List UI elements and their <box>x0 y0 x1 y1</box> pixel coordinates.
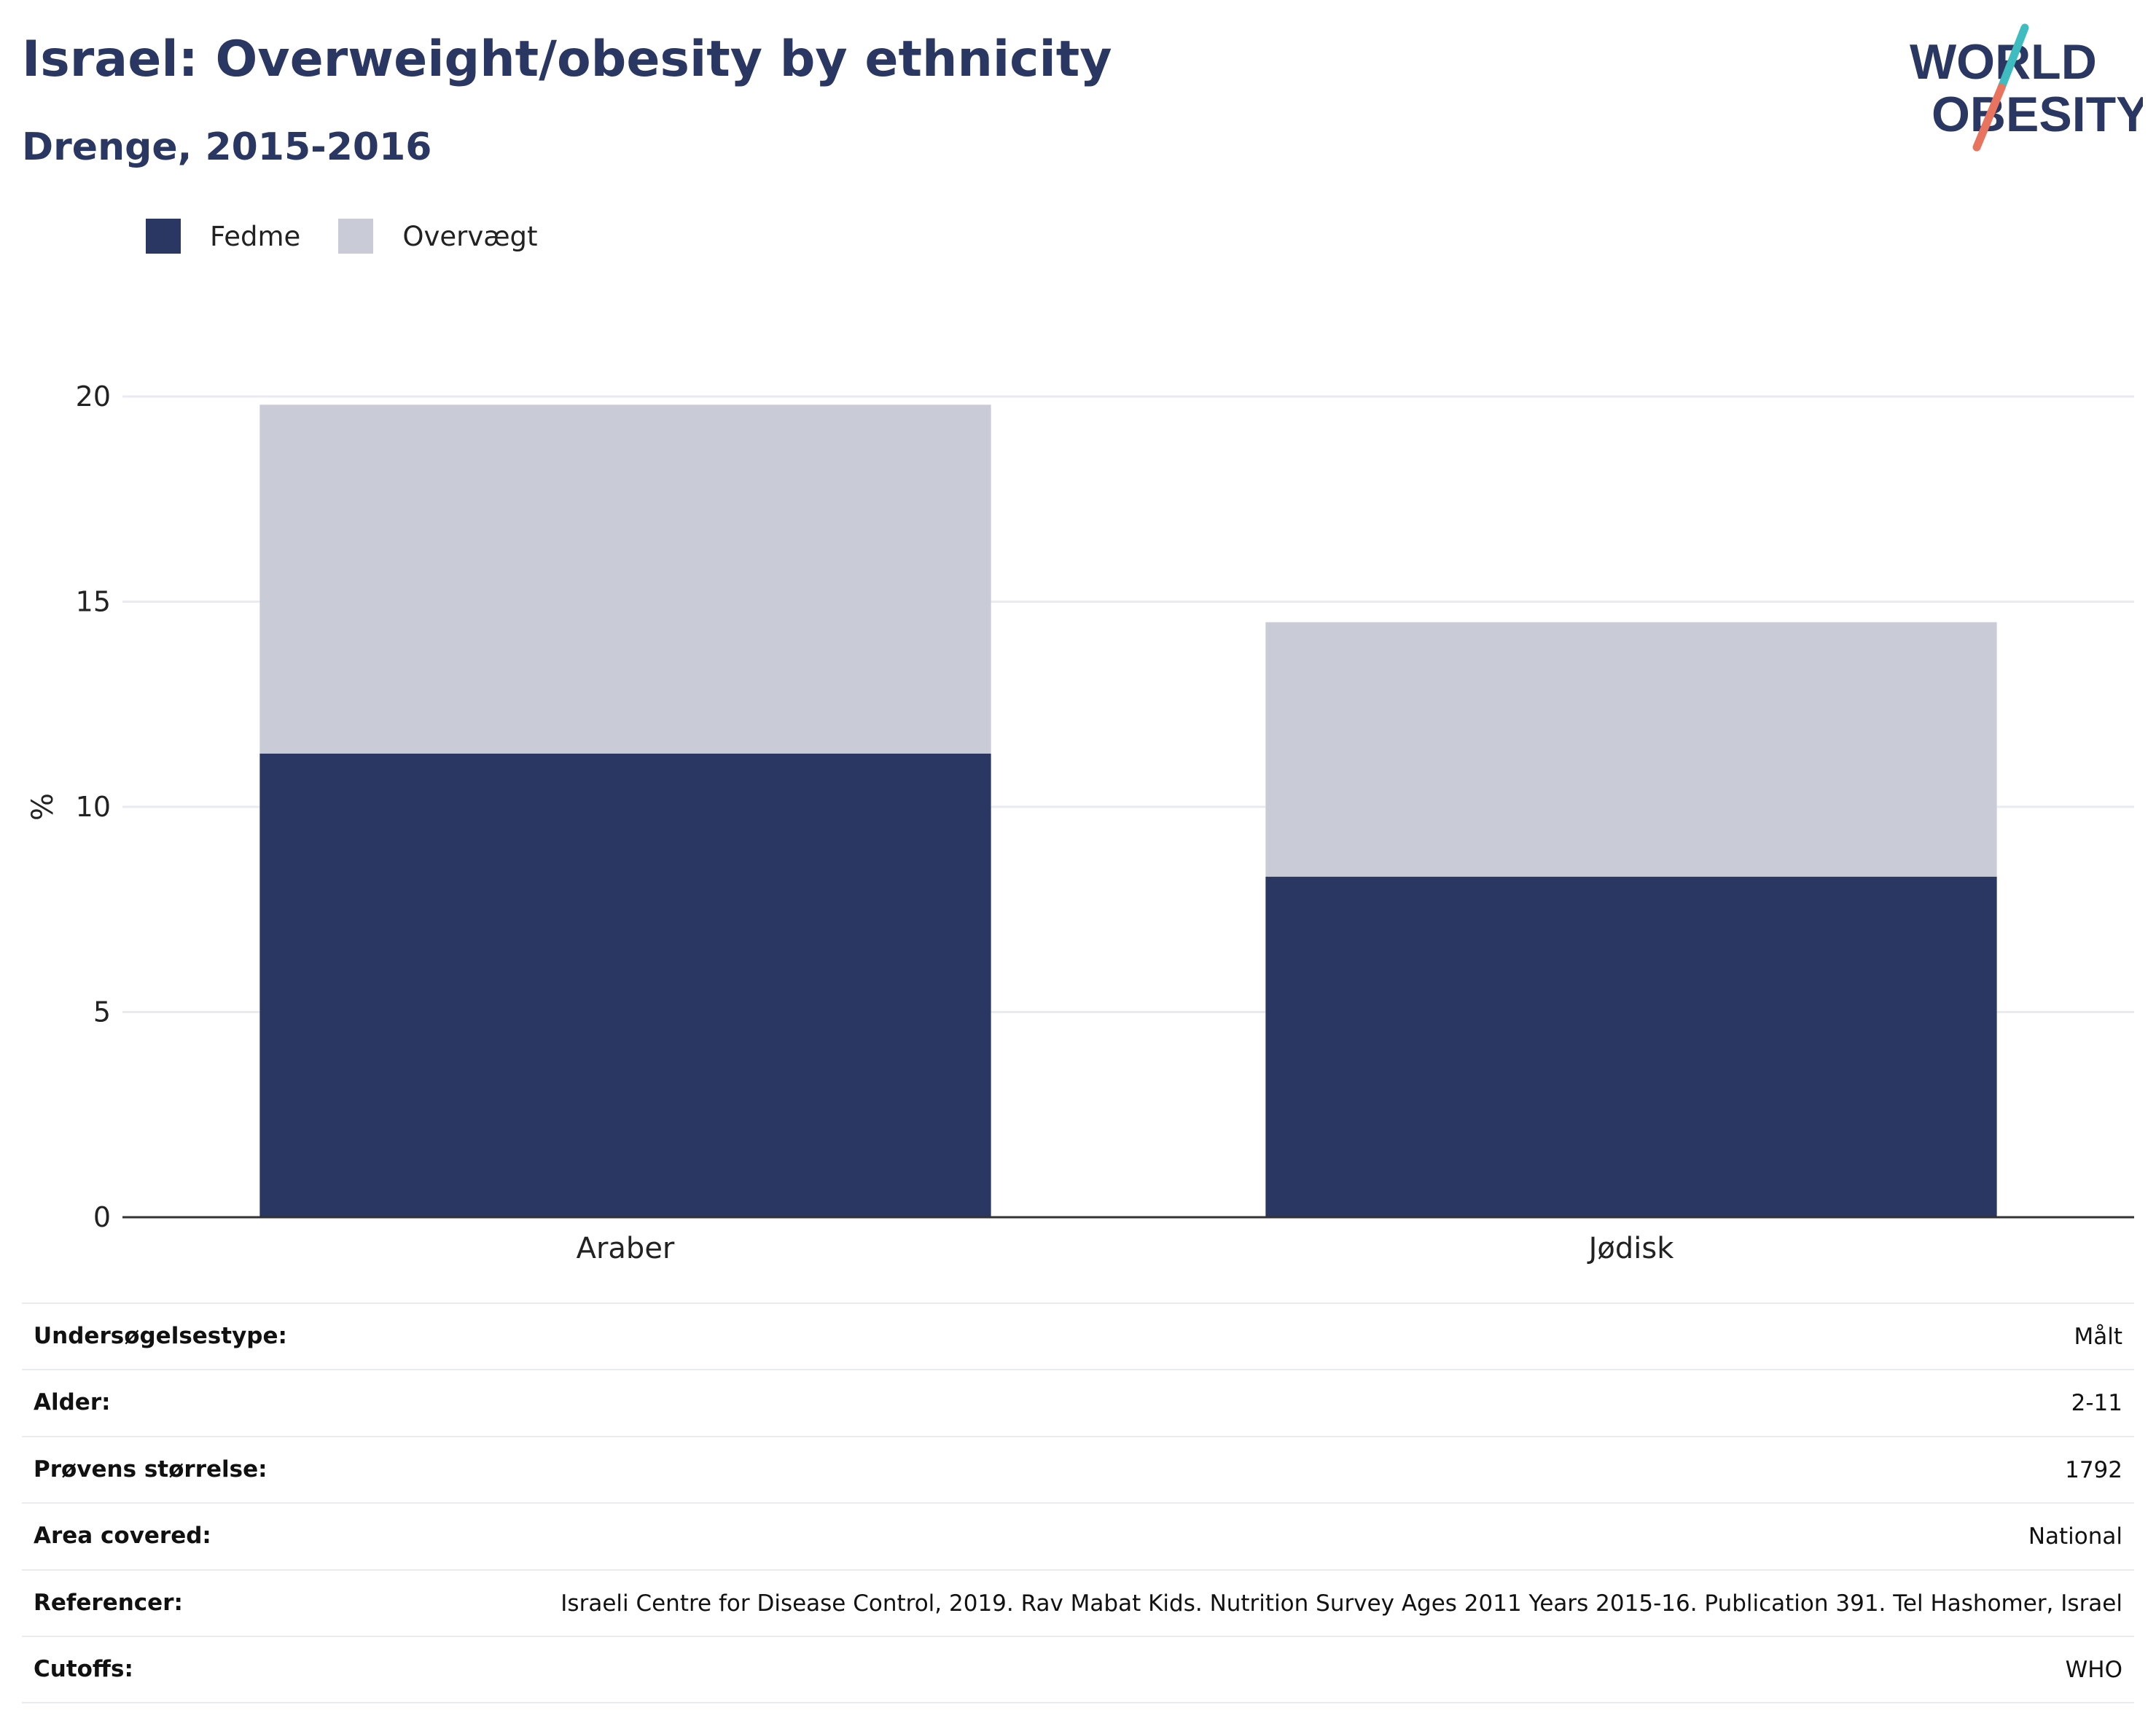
meta-value: 2-11 <box>2071 1390 2122 1417</box>
meta-value: 1792 <box>2065 1456 2122 1483</box>
survey-details-table: Undersøgelsestype: Målt Alder: 2-11 Prøv… <box>22 1303 2134 1704</box>
chart-subtitle: Drenge, 2015-2016 <box>22 125 432 169</box>
legend-swatch-obesity <box>146 219 181 254</box>
bar-overvaegt-0[interactable] <box>259 405 991 754</box>
world-obesity-logo: WORLD OBESITY <box>1910 23 2143 152</box>
meta-label: Prøvens størrelse: <box>34 1456 267 1483</box>
bar-chart: 0 5 10 15 20% Araber Jødisk <box>26 380 2134 1265</box>
legend-swatch-overweight <box>338 219 374 254</box>
meta-row-age: Alder: 2-11 <box>22 1370 2134 1437</box>
chart-legend: Fedme Overvægt <box>146 217 576 255</box>
bar-fedme-0[interactable] <box>259 753 991 1217</box>
meta-row-survey-type: Undersøgelsestype: Målt <box>22 1304 2134 1371</box>
meta-row-sample-size: Prøvens størrelse: 1792 <box>22 1437 2134 1504</box>
meta-value: Israeli Centre for Disease Control, 2019… <box>561 1590 2122 1617</box>
y-tick-label: 15 <box>76 586 111 618</box>
meta-label: Alder: <box>34 1389 111 1416</box>
logo-slash-coral <box>1972 83 2006 152</box>
meta-label: Undersøgelsestype: <box>34 1323 287 1349</box>
meta-label: Area covered: <box>34 1523 211 1550</box>
meta-row-area-covered: Area covered: National <box>22 1504 2134 1571</box>
logo-slash-teal <box>1997 23 2029 92</box>
y-tick-label: 0 <box>93 1201 111 1233</box>
legend-label-obesity: Fedme <box>210 220 301 252</box>
meta-value: National <box>2028 1523 2122 1550</box>
y-tick-label: 20 <box>76 380 111 413</box>
y-tick-label: 10 <box>76 791 111 823</box>
x-tick-label: Jødisk <box>1587 1232 1675 1265</box>
meta-label: Referencer: <box>34 1589 183 1616</box>
meta-value: Målt <box>2074 1324 2122 1350</box>
legend-item-obesity[interactable]: Fedme <box>146 219 300 254</box>
legend-item-overweight[interactable]: Overvægt <box>338 219 538 254</box>
x-tick-label: Araber <box>577 1232 675 1265</box>
meta-row-cutoffs: Cutoffs: WHO <box>22 1637 2134 1704</box>
meta-label: Cutoffs: <box>34 1655 133 1682</box>
bar-fedme-1[interactable] <box>1265 876 1997 1217</box>
bar-overvaegt-1[interactable] <box>1265 622 1997 877</box>
chart-title: Israel: Overweight/obesity by ethnicity <box>22 31 1112 88</box>
logo-word-obesity: OBESITY <box>1932 87 2143 142</box>
legend-label-overweight: Overvægt <box>402 220 538 252</box>
meta-value: WHO <box>2065 1656 2122 1683</box>
y-axis-label: % <box>26 793 60 821</box>
y-tick-label: 5 <box>93 996 111 1028</box>
meta-row-references: Referencer: Israeli Centre for Disease C… <box>22 1571 2134 1637</box>
